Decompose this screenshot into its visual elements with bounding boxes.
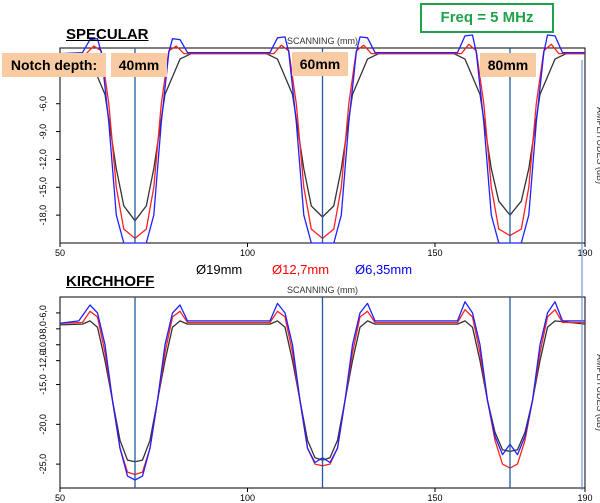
specular-x-axis-label: SCANNING (mm) <box>287 36 358 46</box>
specular-x-tick-label: 50 <box>55 248 65 258</box>
specular-y-tick-label: -15,0 <box>38 177 48 198</box>
kirchhoff-y-tick-label: -20,0 <box>38 414 48 435</box>
legend-item-12-7mm: Ø12,7mm <box>272 262 330 277</box>
kirchhoff-x-axis-label: SCANNING (mm) <box>287 285 358 295</box>
specular-x-tick-label: 100 <box>240 248 255 258</box>
kirchhoff-y-tick-label: -8,0 <box>38 321 48 337</box>
frequency-badge: Freq = 5 MHz <box>420 3 554 33</box>
kirchhoff-y-tick-label: -6,0 <box>38 305 48 321</box>
legend-item-19mm: Ø19mm <box>196 262 243 277</box>
kirchhoff-y-tick-label: -15,0 <box>38 374 48 395</box>
kirchhoff-x-tick-label: 190 <box>577 493 592 503</box>
specular-x-tick-label: 190 <box>577 248 592 258</box>
specular-y-axis-label: AMPLITUDES (dB) <box>595 107 600 184</box>
kirchhoff-y-tick-label: -12,0 <box>38 350 48 371</box>
specular-y-tick-label: -9,0 <box>38 124 48 140</box>
kirchhoff-y-tick-label: -25,0 <box>38 454 48 475</box>
specular-y-tick-label: -12,0 <box>38 149 48 170</box>
kirchhoff-y-axis-label: AMPLITUDES (dB) <box>595 354 600 431</box>
specular-y-tick-label: -18,0 <box>38 205 48 226</box>
notch-label-60mm: 60mm <box>292 52 348 76</box>
notch-label-40mm: 40mm <box>111 53 167 77</box>
legend-item-6-35mm: Ø6,35mm <box>355 262 413 277</box>
kirchhoff-title: KIRCHHOFF <box>66 273 155 290</box>
kirchhoff-x-tick-label: 150 <box>427 493 442 503</box>
kirchhoff-y-tick-label: -10,0 <box>38 334 48 355</box>
specular-y-tick-label: -6,0 <box>38 96 48 112</box>
specular-title: SPECULAR <box>66 26 149 43</box>
notch-label-80mm: 80mm <box>480 53 536 77</box>
specular-x-tick-label: 150 <box>427 248 442 258</box>
kirchhoff-x-tick-label: 50 <box>55 493 65 503</box>
kirchhoff-x-tick-label: 100 <box>240 493 255 503</box>
kirchhoff-series-1-line <box>59 320 586 463</box>
notch-depth-label: Notch depth: <box>2 53 106 77</box>
